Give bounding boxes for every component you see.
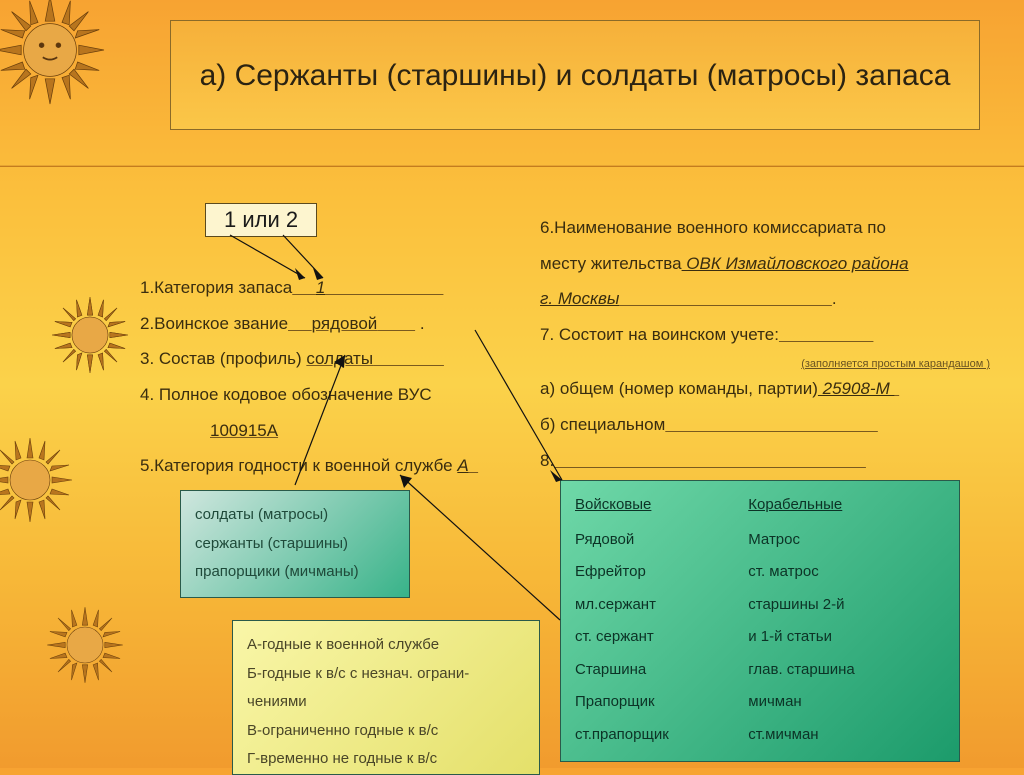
list-item: солдаты (матросы) xyxy=(195,501,395,530)
sun-icon xyxy=(40,600,130,690)
rank-cell: Прапорщик xyxy=(575,686,748,719)
left-column: 1.Категория запаса 1 2.Воинское звание р… xyxy=(140,270,510,484)
field-fitness: 5.Категория годности к военной службе А xyxy=(140,448,510,484)
field-vus-value: 100915А xyxy=(140,413,510,449)
field-profile: 3. Состав (профиль) солдаты xyxy=(140,341,510,377)
field-category: 1.Категория запаса 1 xyxy=(140,270,510,306)
list-item: Б-годные к в/с с незнач. ограни- xyxy=(247,660,525,689)
panel-fitness-categories: А-годные к военной службе Б-годные к в/с… xyxy=(232,620,540,775)
rank-cell: Рядовой xyxy=(575,524,748,557)
field-vus: 4. Полное кодовое обозначение ВУС xyxy=(140,377,510,413)
field-rank: 2.Воинское звание рядовой . xyxy=(140,306,510,342)
rank-cell: ст. сержант xyxy=(575,621,748,654)
rank-cell: ст.мичман xyxy=(748,719,945,752)
right-column: 6.Наименование военного комиссариата по … xyxy=(540,210,990,492)
sun-icon xyxy=(0,0,110,110)
rank-cell: глав. старшина xyxy=(748,654,945,687)
rank-cell: ст.прапорщик xyxy=(575,719,748,752)
field-commissariat: 6.Наименование военного комиссариата по xyxy=(540,210,990,246)
sun-icon xyxy=(45,290,135,380)
ranks-col-army: Войсковые xyxy=(575,491,748,524)
panel-compositions: солдаты (матросы) сержанты (старшины) пр… xyxy=(180,490,410,598)
list-item: прапорщики (мичманы) xyxy=(195,558,395,587)
choice-label: 1 или 2 xyxy=(205,203,317,237)
separator xyxy=(0,165,1024,167)
rank-cell: старшины 2-й xyxy=(748,589,945,622)
rank-cell: Старшина xyxy=(575,654,748,687)
rank-cell: Матрос xyxy=(748,524,945,557)
field-commissariat-2: месту жительства ОВК Измайловского район… xyxy=(540,246,990,282)
field-8: 8. xyxy=(540,443,990,479)
ranks-col-navy: Корабельные xyxy=(748,491,945,524)
rank-cell: ст. матрос xyxy=(748,556,945,589)
list-item: А-годные к военной службе xyxy=(247,631,525,660)
list-item: чениями xyxy=(247,688,525,717)
rank-cell: и 1-й статьи xyxy=(748,621,945,654)
sun-icon xyxy=(0,430,80,530)
list-item: сержанты (старшины) xyxy=(195,530,395,559)
field-special: б) специальном xyxy=(540,407,990,443)
field-registered-note: (заполняется простым карандашом ) xyxy=(540,353,990,372)
page-title: а) Сержанты (старшины) и солдаты (матрос… xyxy=(200,56,951,95)
rank-cell: мл.сержант xyxy=(575,589,748,622)
arrow-icon xyxy=(390,470,570,625)
rank-cell: Ефрейтор xyxy=(575,556,748,589)
field-registered: 7. Состоит на воинском учете: xyxy=(540,317,990,353)
field-commissariat-3: г. Москвы . xyxy=(540,281,990,317)
ranks-table: ВойсковыеКорабельные РядовойМатрос Ефрей… xyxy=(575,491,945,751)
title-box: а) Сержанты (старшины) и солдаты (матрос… xyxy=(170,20,980,130)
list-item: В-ограниченно годные к в/с xyxy=(247,717,525,746)
list-item: Г-временно не годные к в/с xyxy=(247,745,525,774)
field-general: а) общем (номер команды, партии) 25908-М xyxy=(540,371,990,407)
panel-ranks: ВойсковыеКорабельные РядовойМатрос Ефрей… xyxy=(560,480,960,762)
rank-cell: мичман xyxy=(748,686,945,719)
